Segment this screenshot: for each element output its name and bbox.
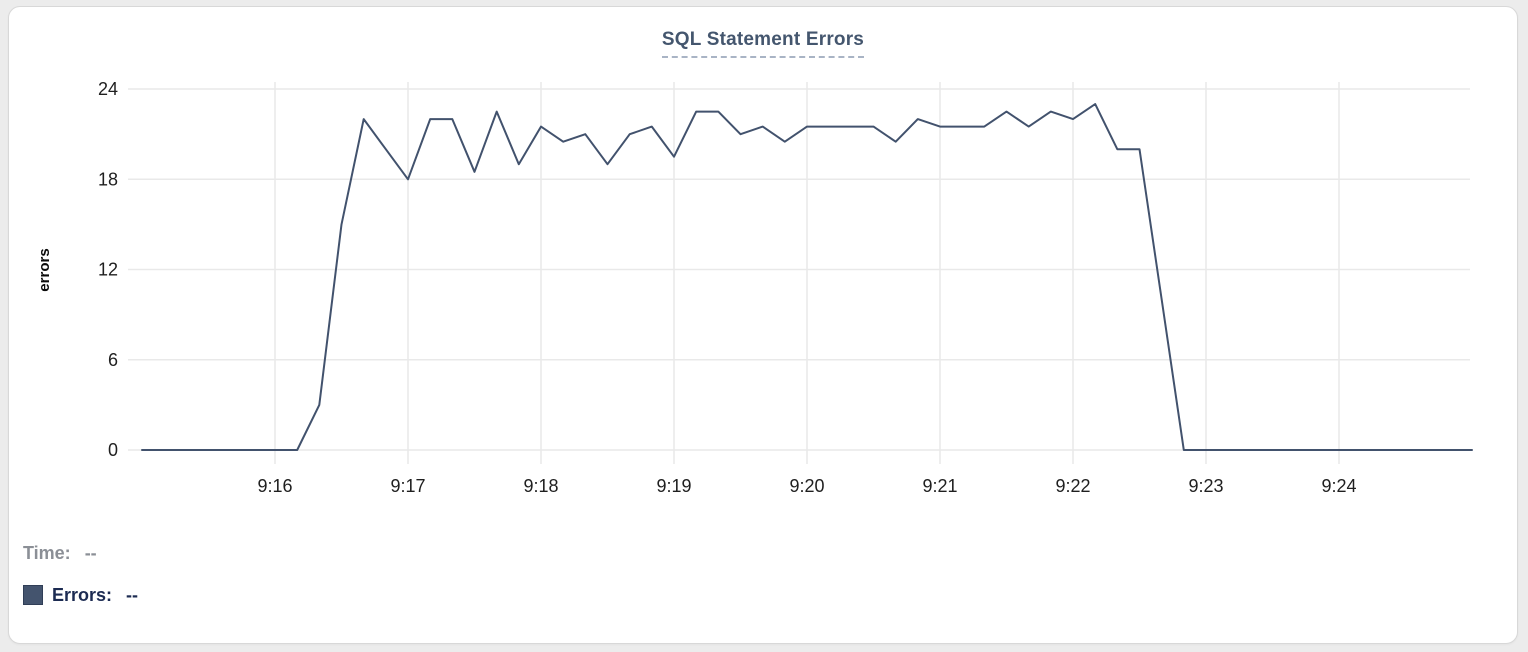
- y-tick-label: 12: [98, 260, 118, 280]
- chart-legend: Time: -- Errors: --: [9, 540, 1517, 608]
- y-tick-label: 6: [108, 350, 118, 370]
- x-tick-label: 9:24: [1321, 476, 1356, 496]
- errors-series-swatch: [23, 585, 43, 605]
- x-tick-label: 9:21: [922, 476, 957, 496]
- chart-title-row: SQL Statement Errors: [9, 29, 1517, 59]
- chart-card: SQL Statement Errors 0 6 12 18 24 9:16 9:17 9:1…: [8, 6, 1518, 644]
- legend-row-errors: Errors: --: [23, 582, 1517, 608]
- x-tick-label: 9:22: [1055, 476, 1090, 496]
- legend-errors-value: --: [126, 584, 139, 605]
- y-tick-label: 0: [108, 440, 118, 460]
- x-tick-label: 9:20: [789, 476, 824, 496]
- legend-time-label: Time:: [23, 542, 71, 563]
- x-tick-label: 9:18: [523, 476, 558, 496]
- y-axis-title: errors: [36, 248, 53, 291]
- x-tick-label: 9:16: [257, 476, 292, 496]
- errors-line-chart[interactable]: 0 6 12 18 24 9:16 9:17 9:18 9:19 9:20 9:21 9:22 9:23…: [9, 60, 1519, 510]
- x-tick-label: 9:17: [390, 476, 425, 496]
- x-tick-label: 9:19: [656, 476, 691, 496]
- chart-title[interactable]: SQL Statement Errors: [661, 29, 865, 58]
- errors-series-line: [141, 103, 1473, 451]
- y-tick-label: 18: [98, 169, 118, 189]
- legend-row-time: Time: --: [23, 540, 1517, 566]
- legend-errors-label: Errors:: [52, 584, 113, 605]
- x-tick-label: 9:23: [1188, 476, 1223, 496]
- legend-time-value: --: [84, 542, 97, 563]
- y-tick-label: 24: [98, 79, 118, 99]
